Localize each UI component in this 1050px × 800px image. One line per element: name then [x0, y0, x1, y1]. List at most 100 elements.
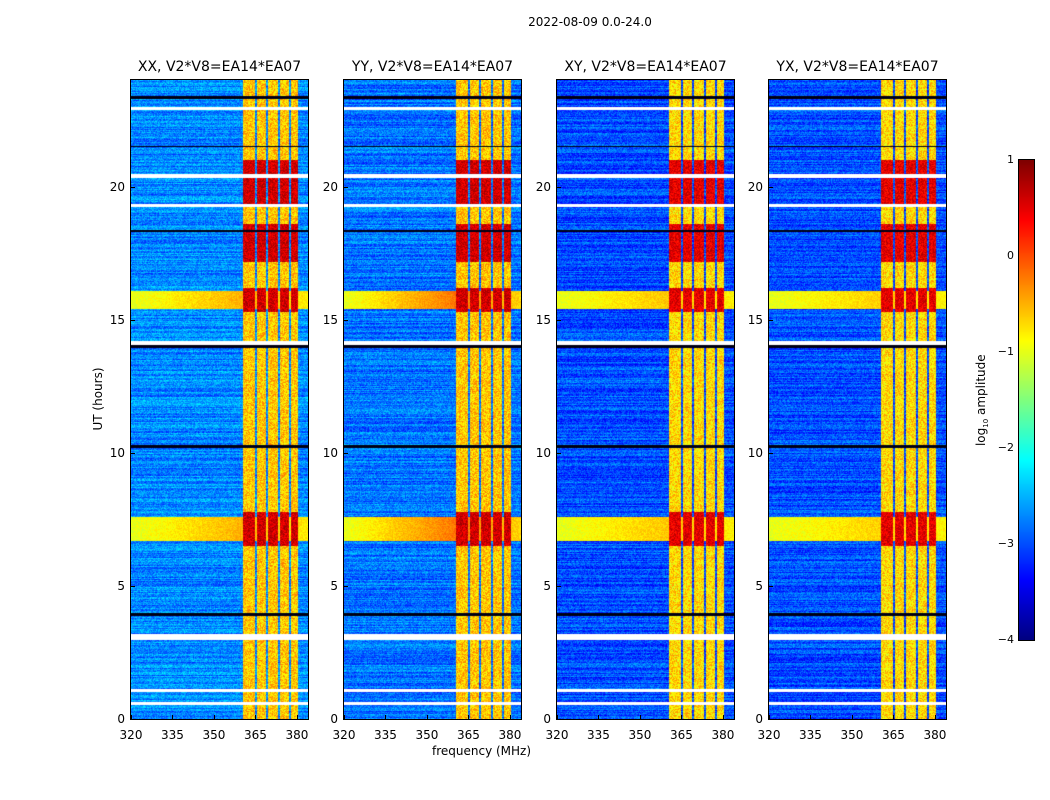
y-axis-label: UT (hours) — [91, 367, 105, 431]
x-tick-mark — [509, 715, 511, 719]
y-tick-mark — [131, 452, 135, 454]
x-tick-mark — [468, 715, 470, 719]
heatmap-image — [343, 79, 522, 720]
y-tick-mark — [344, 585, 348, 587]
panel-title: XY, V2*V8=EA14*EA07 — [564, 59, 727, 75]
y-tick-label: 20 — [109, 179, 125, 194]
x-tick-mark — [810, 715, 812, 719]
x-tick-mark — [934, 715, 936, 719]
y-tick-label: 5 — [330, 578, 338, 593]
x-tick-label: 365 — [670, 728, 693, 742]
y-tick-label: 20 — [535, 179, 551, 194]
x-tick-label: 380 — [498, 728, 522, 742]
y-tick-mark — [344, 319, 348, 321]
spectrogram-panel: XX, V2*V8=EA14*EA07 320 335 350 365 380 0 5 10 15… — [110, 59, 309, 742]
x-tick-mark — [681, 715, 683, 719]
x-tick-label: 380 — [711, 728, 735, 742]
spectrogram-panel: YY, V2*V8=EA14*EA07 320 335 350 365 380 0 5 10 15… — [323, 59, 522, 742]
x-tick-mark — [385, 715, 387, 719]
y-tick-label: 15 — [322, 312, 338, 327]
x-tick-label: 335 — [587, 728, 610, 742]
x-tick-label: 350 — [202, 728, 226, 742]
x-tick-label: 365 — [882, 728, 905, 742]
y-tick-label: 15 — [109, 312, 125, 327]
x-tick-label: 350 — [840, 728, 864, 742]
x-tick-label: 380 — [285, 728, 309, 742]
y-tick-label: 10 — [747, 445, 763, 460]
y-tick-mark — [557, 319, 561, 321]
y-tick-mark — [131, 585, 135, 587]
y-tick-label: 10 — [535, 445, 551, 460]
y-tick-mark — [131, 719, 135, 720]
x-axis-label: frequency (MHz) — [432, 744, 532, 758]
heatmap-image — [556, 79, 735, 720]
x-tick-mark — [344, 715, 345, 719]
heatmap-image — [768, 79, 947, 720]
y-tick-label: 5 — [117, 578, 125, 593]
y-tick-mark — [769, 719, 773, 720]
y-tick-label: 20 — [747, 179, 763, 194]
y-tick-label: 5 — [755, 578, 763, 593]
y-tick-mark — [557, 452, 561, 454]
x-tick-label: 350 — [415, 728, 439, 742]
x-tick-label: 320 — [545, 728, 569, 742]
spectrogram-panel: XY, V2*V8=EA14*EA07 320 335 350 365 380 0 5 10 15… — [536, 59, 735, 742]
colorbar-tick-label: 0 — [1007, 249, 1014, 262]
panel-title: YX, V2*V8=EA14*EA07 — [776, 59, 939, 75]
x-tick-label: 365 — [457, 728, 480, 742]
y-tick-label: 5 — [543, 578, 551, 593]
colorbar-label: log10 amplitude — [973, 354, 991, 447]
x-tick-mark — [426, 715, 428, 719]
x-tick-mark — [851, 715, 853, 719]
y-tick-mark — [344, 452, 348, 454]
x-tick-mark — [213, 715, 215, 719]
y-tick-label: 20 — [322, 179, 338, 194]
x-tick-mark — [255, 715, 257, 719]
panel-title: XX, V2*V8=EA14*EA07 — [137, 59, 302, 75]
y-tick-label: 0 — [543, 712, 551, 726]
y-tick-mark — [344, 186, 348, 188]
colorbar — [1018, 159, 1035, 641]
y-tick-mark — [131, 186, 135, 188]
y-tick-mark — [557, 719, 561, 720]
y-tick-mark — [131, 319, 135, 321]
y-tick-mark — [557, 585, 561, 587]
x-tick-label: 335 — [374, 728, 397, 742]
colorbar-tick-label: −2 — [997, 441, 1014, 454]
colorbar-tick-label: 1 — [1007, 153, 1014, 166]
y-tick-label: 15 — [747, 312, 763, 327]
y-tick-mark — [344, 719, 348, 720]
x-tick-mark — [296, 715, 298, 719]
x-tick-mark — [769, 715, 770, 719]
y-tick-mark — [769, 585, 773, 587]
x-tick-mark — [172, 715, 174, 719]
x-tick-label: 350 — [628, 728, 652, 742]
x-tick-label: 320 — [332, 728, 356, 742]
y-tick-label: 0 — [330, 712, 338, 726]
x-tick-mark — [598, 715, 600, 719]
x-tick-mark — [893, 715, 895, 719]
x-tick-label: 320 — [757, 728, 781, 742]
x-tick-mark — [722, 715, 724, 719]
y-tick-mark — [769, 319, 773, 321]
panel-title: YY, V2*V8=EA14*EA07 — [351, 59, 514, 75]
heatmap-image — [130, 79, 309, 720]
y-tick-label: 10 — [322, 445, 338, 460]
x-tick-label: 365 — [244, 728, 267, 742]
y-tick-mark — [769, 452, 773, 454]
x-tick-label: 335 — [161, 728, 184, 742]
x-tick-label: 380 — [923, 728, 947, 742]
y-tick-mark — [769, 186, 773, 188]
x-tick-mark — [557, 715, 558, 719]
colorbar-tick-label: −4 — [997, 633, 1014, 646]
x-tick-label: 335 — [799, 728, 822, 742]
colorbar-tick-label: −3 — [997, 537, 1014, 550]
y-tick-mark — [557, 186, 561, 188]
x-tick-label: 320 — [119, 728, 143, 742]
y-tick-label: 0 — [117, 712, 125, 726]
spectrogram-panel: YX, V2*V8=EA14*EA07 320 335 350 365 380 0 5 10 15… — [748, 59, 947, 742]
colorbar-tick-label: −1 — [997, 345, 1014, 358]
y-tick-label: 10 — [109, 445, 125, 460]
figure-title: 2022-08-09 0.0-24.0 — [528, 15, 652, 29]
x-tick-mark — [639, 715, 641, 719]
